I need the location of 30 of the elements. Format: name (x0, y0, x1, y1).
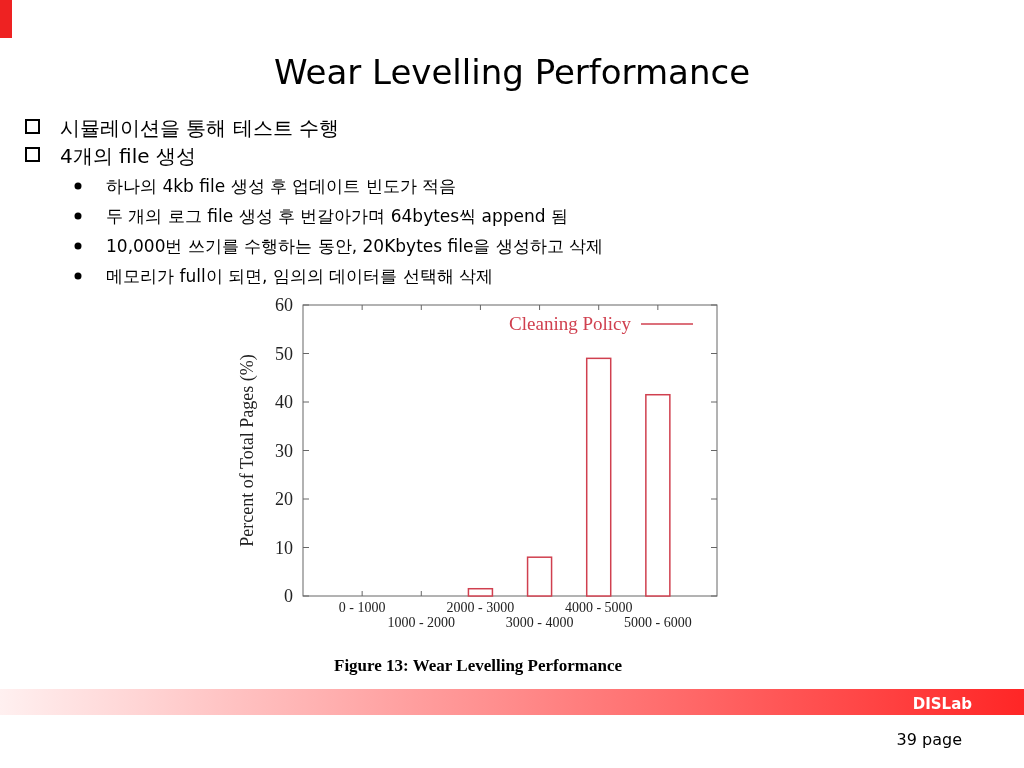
text: 39 page (896, 730, 962, 749)
x-tick-label: 5000 - 6000 (624, 615, 692, 630)
text: 두 개의 로그 file 생성 후 번갈아가며 64bytes씩 append 됨 (106, 206, 569, 226)
caption: Figure 13: Wear Levelling Performance (334, 656, 623, 675)
x-tick-label: 2000 - 3000 (446, 600, 515, 615)
text: 메모리가 full이 되면, 임의의 데이터를 선택해 삭제 (106, 266, 494, 286)
x-tick-label: 0 - 1000 (338, 600, 386, 615)
legend: Cleaning Policy (509, 313, 694, 334)
x-tick-label: 1000 - 2000 (387, 615, 456, 630)
y-tick-label: 30 (275, 440, 293, 461)
y-axis-title: Percent of Total Pages (%) (237, 354, 258, 547)
text: 10,000번 쓰기를 수행하는 동안, 20Kbytes file을 생성하고 삭제 (106, 236, 604, 256)
bar (526, 556, 553, 597)
bar (467, 587, 494, 597)
text: 4개의 file 생성 (60, 144, 196, 168)
bar (645, 393, 671, 597)
x-tick-label: 4000 - 5000 (564, 600, 633, 615)
y-tick-label: 60 (275, 295, 293, 315)
text: 시뮬레이션을 통해 테스트 수행 (60, 116, 340, 140)
y-tick-label: 40 (275, 392, 293, 412)
y-tick-label: 0 (284, 586, 293, 606)
legend-label: Cleaning Policy (509, 313, 632, 334)
text: 하나의 4kb file 생성 후 업데이트 빈도가 적음 (106, 176, 457, 196)
y-tick-label: 20 (275, 489, 293, 509)
bar (585, 357, 612, 597)
chart-title: Wear Levelling Performance (273, 52, 751, 92)
y-tick-label: 10 (275, 537, 293, 558)
y-tick-label: 50 (275, 343, 293, 364)
text: DISLab (912, 695, 973, 713)
x-tick-label: 3000 - 4000 (505, 615, 574, 630)
